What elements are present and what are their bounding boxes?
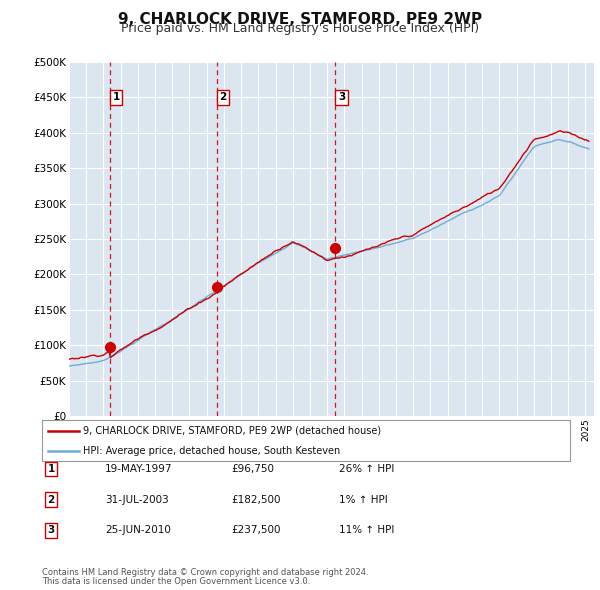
Text: 25-JUN-2010: 25-JUN-2010 [105,526,171,535]
Text: This data is licensed under the Open Government Licence v3.0.: This data is licensed under the Open Gov… [42,578,310,586]
Text: £96,750: £96,750 [231,464,274,474]
Text: Price paid vs. HM Land Registry's House Price Index (HPI): Price paid vs. HM Land Registry's House … [121,22,479,35]
Text: 31-JUL-2003: 31-JUL-2003 [105,495,169,504]
Text: 2: 2 [219,93,227,102]
Text: 2: 2 [47,495,55,504]
Text: £182,500: £182,500 [231,495,281,504]
Text: 1% ↑ HPI: 1% ↑ HPI [339,495,388,504]
Text: 9, CHARLOCK DRIVE, STAMFORD, PE9 2WP: 9, CHARLOCK DRIVE, STAMFORD, PE9 2WP [118,12,482,27]
Text: 1: 1 [47,464,55,474]
Text: Contains HM Land Registry data © Crown copyright and database right 2024.: Contains HM Land Registry data © Crown c… [42,568,368,577]
Text: 26% ↑ HPI: 26% ↑ HPI [339,464,394,474]
Text: 19-MAY-1997: 19-MAY-1997 [105,464,173,474]
Text: 11% ↑ HPI: 11% ↑ HPI [339,526,394,535]
Text: 3: 3 [47,526,55,535]
Text: HPI: Average price, detached house, South Kesteven: HPI: Average price, detached house, Sout… [83,445,340,455]
Text: 3: 3 [338,93,345,102]
Text: 1: 1 [113,93,120,102]
Text: £237,500: £237,500 [231,526,281,535]
Text: 9, CHARLOCK DRIVE, STAMFORD, PE9 2WP (detached house): 9, CHARLOCK DRIVE, STAMFORD, PE9 2WP (de… [83,426,382,436]
